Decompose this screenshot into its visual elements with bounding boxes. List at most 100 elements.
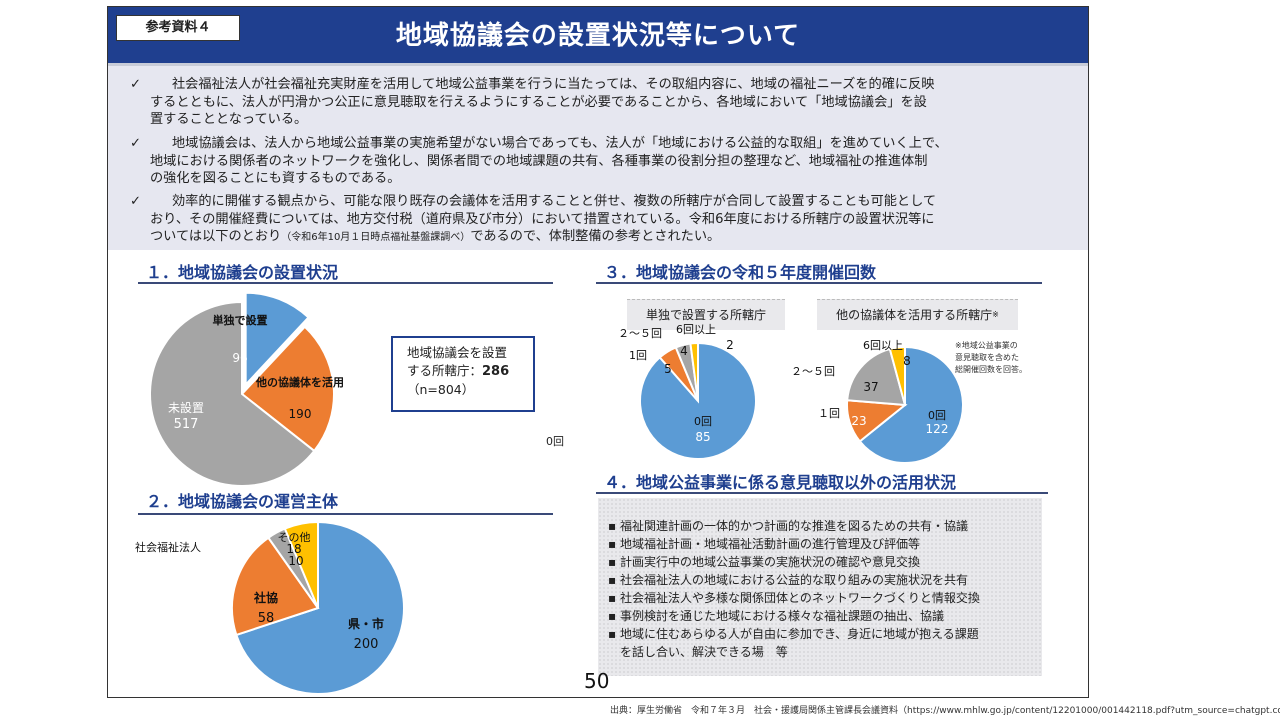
- setup-slice-label: 他の協議体を活用: [255, 375, 344, 389]
- section-divider: [596, 492, 1048, 494]
- callout-line: （n=804）: [407, 382, 475, 397]
- square-bullet-icon: ▪: [608, 609, 617, 623]
- list-item: ▪ 地域に住むあらゆる人が自由に参加でき、身近に地域が抱える課題: [608, 626, 979, 642]
- list-item-text: 地域福祉計画・地域福祉活動計画の進行管理及び評価等: [620, 537, 921, 551]
- note-line: ※地域公益事業の: [955, 341, 1018, 350]
- intro-line: おり、その開催経費については、地方交付税（道府県及び市分）において措置されている…: [150, 211, 935, 227]
- source-citation: 出典：厚生労働省 令和７年３月 社会・援護局関係主管課長会議資料（https:/…: [610, 706, 1280, 716]
- section-divider: [138, 282, 553, 284]
- intro-line: 地域協議会は、法人から地域公益事業の実施希望がない場合であっても、法人が「地域に…: [172, 136, 948, 151]
- list-item: ▪ 福祉関連計画の一体的かつ計画的な推進を図るための共有・協議: [608, 518, 969, 534]
- intro-line: 置することとなっている。: [150, 112, 308, 127]
- callout-text: する所轄庁：: [407, 363, 483, 378]
- operator-slice-1: [235, 520, 405, 695]
- intro-bullet-1: ✓ 社会福祉法人が社会福祉充実財産を活用して地域公益事業を行うに当たっては、その…: [130, 76, 935, 129]
- intro-text: ついては以下のとおり: [150, 229, 282, 244]
- section-title-3: ３．地域協議会の令和５年度開催回数: [604, 263, 877, 282]
- operator-slice-2: [231, 536, 320, 637]
- square-bullet-icon: ▪: [608, 537, 617, 551]
- callout-line: する所轄庁：286: [407, 362, 533, 381]
- setup-pie: 単独で設置 96 他の協議体を活用 190 未設置 517: [149, 291, 344, 487]
- shared-slice-3: [846, 347, 907, 407]
- operator-value-label: 18: [286, 542, 301, 556]
- setup-slice-label: 単独で設置: [213, 313, 268, 327]
- standalone-slice-4: [689, 341, 699, 402]
- intro-text: であるので、体制整備の参考とされたい。: [470, 229, 721, 244]
- shared-value-label: 23: [851, 414, 866, 428]
- note-line: 総開催回数を回答。: [955, 365, 1027, 374]
- operator-slice-label: 県・市: [348, 616, 384, 631]
- list-item-text: 地域に住むあらゆる人が自由に参加でき、身近に地域が抱える課題: [620, 627, 979, 641]
- setup-slice-3: [149, 300, 316, 487]
- square-bullet-icon: ▪: [608, 555, 617, 569]
- callout-line: 地域協議会を設置: [407, 345, 508, 360]
- standalone-value-label: 2: [726, 338, 734, 352]
- standalone-value-label: 85: [695, 430, 710, 444]
- section-divider: [596, 282, 1042, 284]
- operator-value-label: 200: [354, 637, 379, 652]
- section-title-4: ４．地域公益事業に係る意見聴取以外の活用状況: [604, 473, 957, 492]
- stray-label: 0回: [546, 435, 564, 448]
- list-item-text: 社会福祉法人や多様な関係団体とのネットワークづくりと情報交換: [620, 591, 980, 605]
- intro-line: ついては以下のとおり（令和6年10月１日時点福祉基盤課調べ）であるので、体制整備…: [150, 228, 936, 247]
- shared-slice-1: [858, 345, 964, 464]
- intro-line: 社会福祉法人が社会福祉充実財産を活用して地域公益事業を行うに当たっては、その取組…: [172, 77, 935, 92]
- standalone-box-title: 単独で設置する所轄庁: [627, 299, 785, 330]
- header-bar: 参考資料４ 地域協議会の設置状況等について: [108, 7, 1088, 66]
- intro-panel: ✓ 社会福祉法人が社会福祉充実財産を活用して地域公益事業を行うに当たっては、その…: [108, 66, 1088, 250]
- list-item-text: を話し合い、解決できる場 等: [620, 645, 788, 659]
- list-item: ▪ 社会福祉法人や多様な関係団体とのネットワークづくりと情報交換: [608, 590, 980, 606]
- setup-value-label: 190: [289, 407, 312, 421]
- page-title: 地域協議会の設置状況等について: [395, 21, 801, 51]
- square-bullet-icon: ▪: [608, 591, 617, 605]
- shared-box-text: 他の協議体を活用する所轄庁: [836, 308, 993, 322]
- usage-list-box: ▪ 福祉関連計画の一体的かつ計画的な推進を図るための共有・協議 ▪ 地域福祉計画・地…: [598, 498, 1042, 676]
- standalone-value-label: 5: [664, 362, 672, 376]
- pie-charts: 単独で設置96他の協議体を活用190未設置517県・市200社協58社会福祉法人…: [135, 291, 964, 695]
- section-title-2: ２．地域協議会の運営主体: [146, 492, 339, 511]
- shared-slice-label: 6回以上: [863, 339, 903, 352]
- intro-line: するとともに、法人が円滑かつ公正に意見聴取を行えるようにすることが必要であること…: [150, 94, 927, 110]
- check-icon: ✓: [130, 136, 142, 151]
- shared-slice-label: ２～５回: [791, 365, 835, 378]
- shared-slice-label: 0回: [928, 409, 946, 422]
- list-item: ▪ 社会福祉法人の地域における公益的な取り組みの実施状況を共有: [608, 572, 969, 588]
- note-line: 意見聴取を含めた: [955, 353, 1019, 362]
- list-item: ▪ 計画実行中の地域公益事業の実施状況の確認や意見交換: [608, 554, 921, 570]
- list-item-text: 計画実行中の地域公益事業の実施状況の確認や意見交換: [620, 555, 921, 569]
- list-item-text: 福祉関連計画の一体的かつ計画的な推進を図るための共有・協議: [620, 519, 969, 533]
- check-icon: ✓: [130, 77, 142, 92]
- shared-box-title: 他の協議体を活用する所轄庁※: [817, 299, 1018, 330]
- operator-value-label: 10: [288, 554, 303, 568]
- operator-slice-label: 社協: [253, 590, 278, 605]
- operator-value-label: 58: [258, 611, 275, 626]
- square-bullet-icon: ▪: [608, 573, 617, 587]
- page-number: 50: [584, 669, 610, 693]
- intro-bullet-2: ✓ 地域協議会は、法人から地域公益事業の実施希望がない場合であっても、法人が「地…: [130, 135, 948, 188]
- list-item-text: 社会福祉法人の地域における公益的な取り組みの実施状況を共有: [620, 573, 969, 587]
- shared-slice-label: １回: [818, 407, 840, 420]
- standalone-value-label: 4: [680, 344, 688, 358]
- intro-bullet-3: ✓ 効率的に開催する観点から、可能な限り既存の会議体を活用することと併せ、複数の…: [130, 193, 936, 247]
- operator-slice-label: その他: [278, 531, 311, 544]
- operator-slice-4: [283, 520, 319, 609]
- shared-value-label: 122: [926, 422, 949, 436]
- setup-slice-1: [244, 291, 310, 388]
- square-bullet-icon: ▪: [608, 627, 617, 641]
- operator-slice-label: 社会福祉法人: [135, 540, 201, 554]
- standalone-pie: 0回 85 1回 5 ２～５回 4 6回以上 2: [618, 323, 757, 460]
- shared-value-label: 8: [903, 354, 911, 368]
- list-item: ▪ 事例検討を通じた地域における様々な福祉課題の抽出、協議: [608, 608, 945, 624]
- standalone-slice-label: 0回: [694, 415, 712, 428]
- standalone-slice-label: 6回以上: [676, 323, 716, 336]
- standalone-slice-label: 1回: [629, 349, 647, 362]
- list-item-text: 事例検討を通じた地域における様々な福祉課題の抽出、協議: [620, 609, 945, 623]
- slide-frame: 参考資料４ 地域協議会の設置状況等について ✓ 社会福祉法人が社会福祉充実財産を…: [107, 6, 1089, 698]
- setup-slice-2: [240, 325, 335, 453]
- standalone-slice-label: ２～５回: [618, 327, 662, 340]
- section-title-1: １．地域協議会の設置状況: [146, 263, 339, 282]
- list-item: を話し合い、解決できる場 等: [620, 644, 788, 660]
- setup-slice-label: 未設置: [168, 400, 204, 415]
